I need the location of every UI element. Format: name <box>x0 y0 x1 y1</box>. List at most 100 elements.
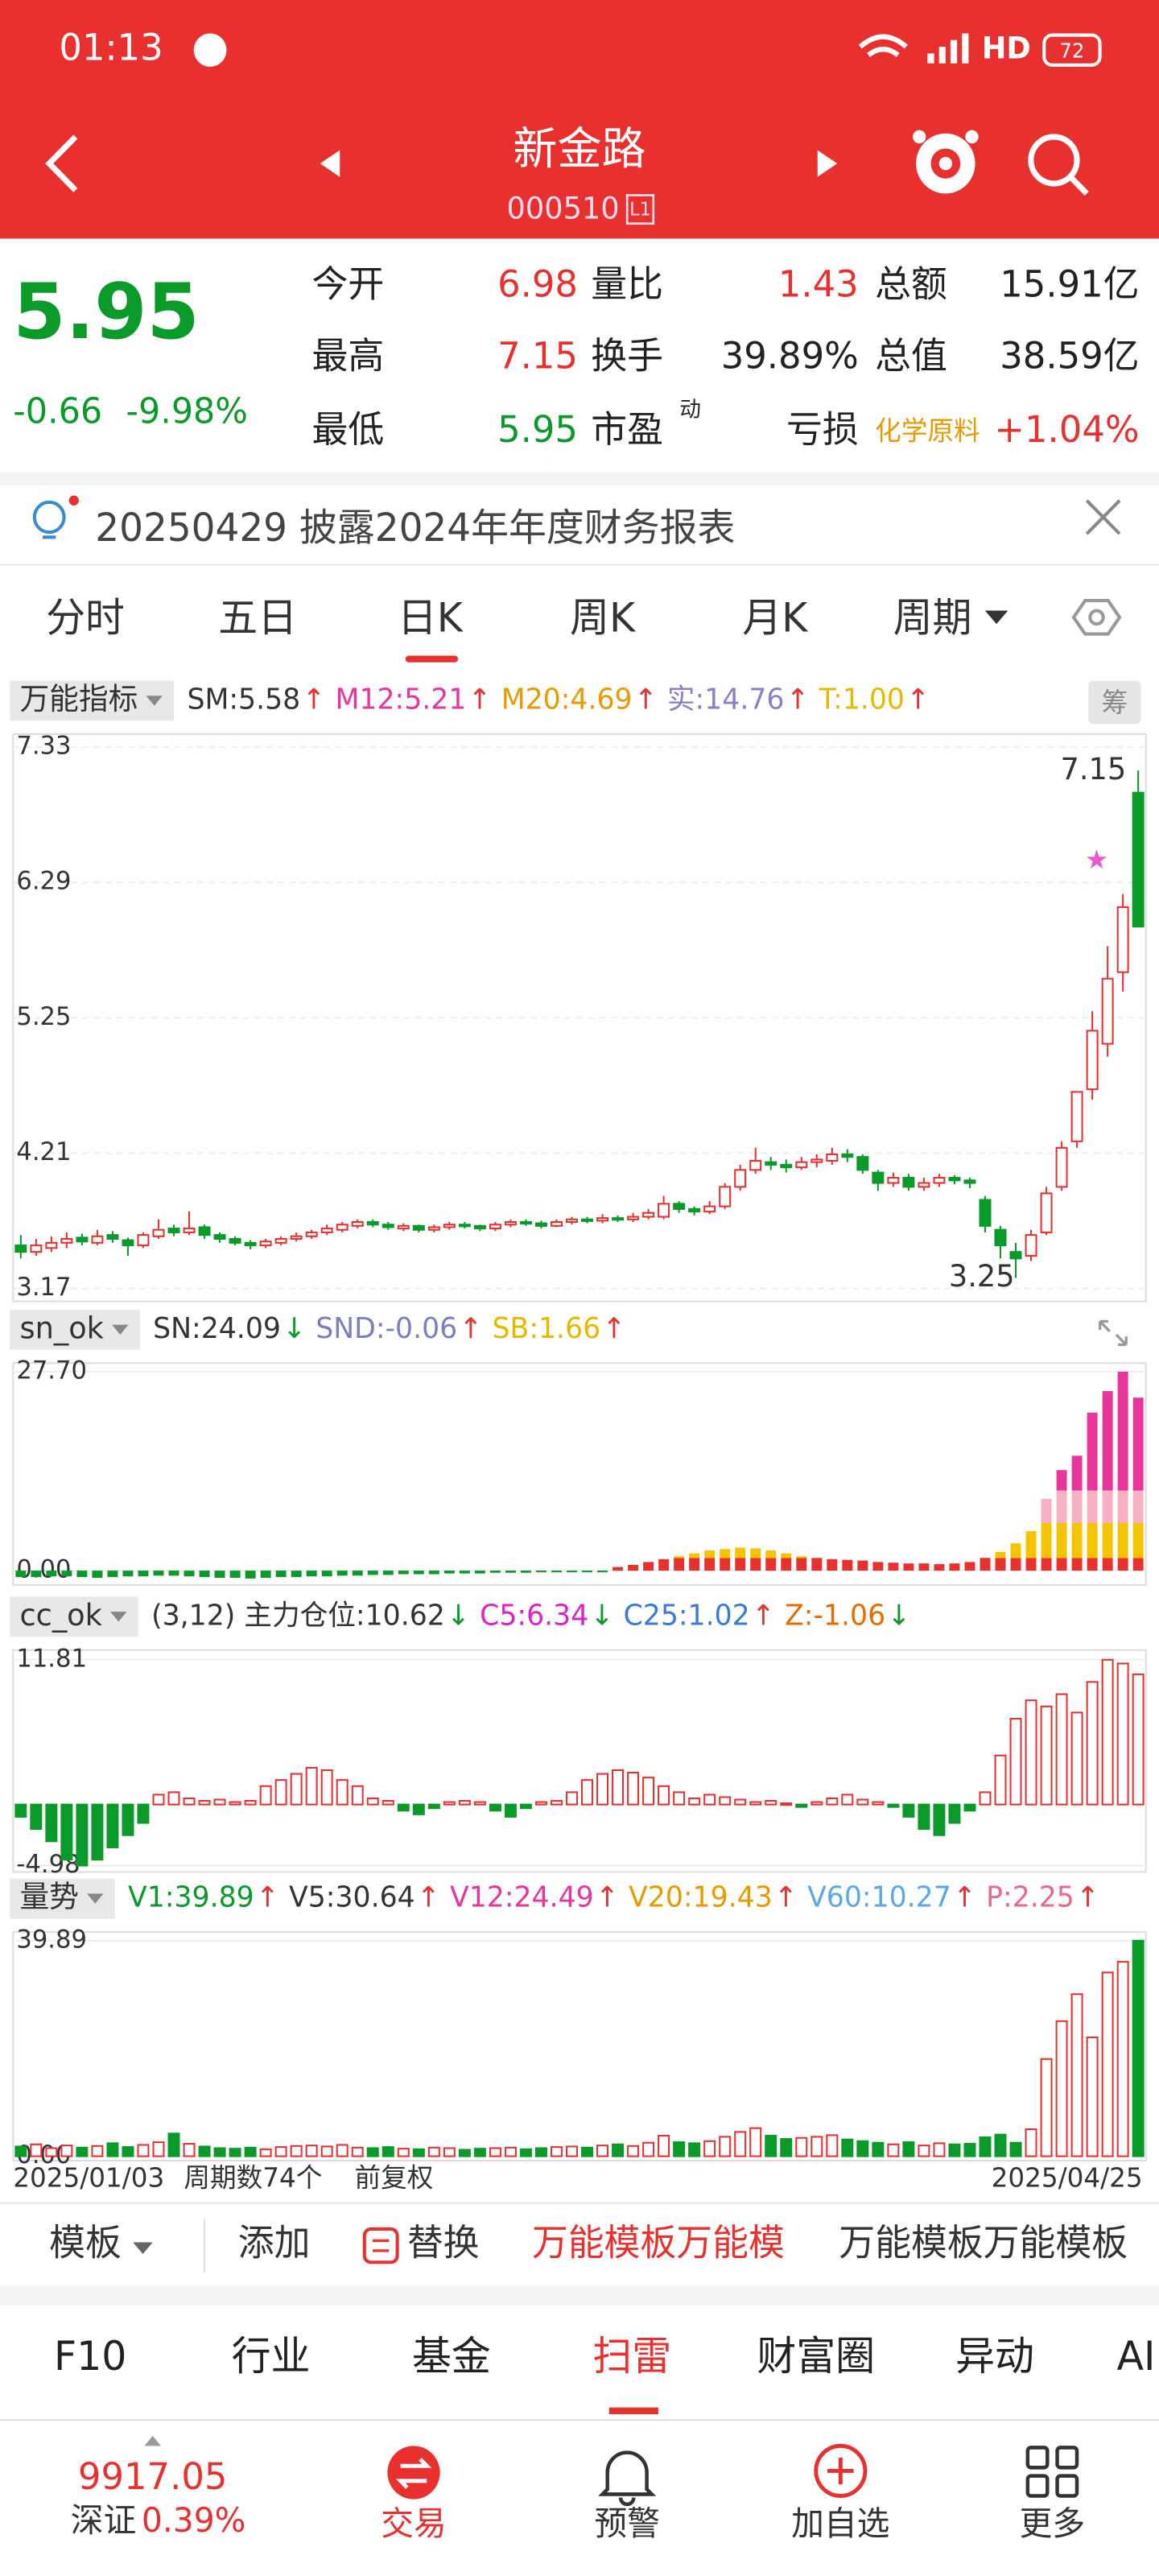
settings-button[interactable] <box>1088 609 1105 626</box>
chip-button[interactable] <box>1088 680 1141 724</box>
candle-body <box>244 1241 257 1247</box>
indicator-name[interactable]: sn_ok <box>19 1311 104 1345</box>
candle-body <box>1055 1146 1068 1188</box>
tab[interactable]: 五日 <box>218 594 297 641</box>
bar <box>810 2136 823 2157</box>
bar <box>658 1785 670 1806</box>
bar <box>918 1803 930 1831</box>
candle-body <box>30 1245 43 1253</box>
legend-value: SM:5.58 <box>187 683 300 716</box>
bar <box>244 1800 257 1806</box>
index-pct[interactable]: 0.39% <box>142 2500 246 2539</box>
bar <box>122 1803 134 1836</box>
legend-value: SND:-0.06 <box>316 1313 457 1345</box>
legend-arrow: ↑ <box>774 1881 798 1913</box>
bar <box>459 1571 470 1574</box>
index-name[interactable]: 深证 <box>71 2500 137 2539</box>
candle-body <box>826 1153 839 1162</box>
indicator-name[interactable]: 万能指标 <box>19 682 138 716</box>
nav-tab[interactable]: 异动 <box>955 2333 1034 2380</box>
nav-watch[interactable]: 加自选 <box>791 2504 889 2543</box>
legend-arrow: ↑ <box>417 1881 440 1913</box>
legend-arrow: ↑ <box>256 1881 279 1913</box>
period-count: 周期数74个 <box>184 2161 322 2193</box>
more-icon[interactable] <box>1025 2446 1079 2498</box>
tab[interactable]: 周K <box>570 594 637 641</box>
bar <box>534 1801 547 1806</box>
bar <box>994 1754 1007 1806</box>
field-value: 1.43 <box>778 262 859 305</box>
nav-tab[interactable]: 基金 <box>412 2333 491 2380</box>
candle-body <box>534 1222 547 1227</box>
bar <box>735 1547 746 1571</box>
tab[interactable]: 日K <box>398 594 464 641</box>
toolbar-item[interactable]: 万能模板万能模 <box>532 2221 785 2264</box>
y-tick-label: 7.33 <box>16 731 71 760</box>
settings-button[interactable] <box>1071 599 1122 636</box>
bar <box>980 1558 991 1571</box>
bar <box>749 2127 762 2157</box>
notice-close[interactable] <box>1085 499 1121 535</box>
legend-value: (3,12) 主力仓位:10.62 <box>151 1600 445 1632</box>
indicator-name[interactable]: 量势 <box>19 1880 78 1914</box>
bar <box>551 1571 562 1573</box>
bar <box>1117 1371 1128 1571</box>
bell-icon[interactable] <box>598 2450 657 2507</box>
legend-value: V20:19.43 <box>629 1881 773 1913</box>
legend-arrow: ↑ <box>953 1881 976 1913</box>
trade-icon[interactable] <box>387 2446 440 2500</box>
bar <box>443 1801 456 1806</box>
toolbar-item[interactable]: 模板 <box>49 2221 122 2264</box>
notice-text[interactable]: 20250429 披露2024年年度财务报表 <box>95 506 735 551</box>
next-stock[interactable] <box>817 150 838 177</box>
legend-value: P:2.25 <box>986 1881 1074 1913</box>
indicator-name[interactable]: cc_ok <box>19 1598 102 1633</box>
nav-tab[interactable]: 行业 <box>232 2333 311 2380</box>
expand-button[interactable] <box>1098 1319 1128 1347</box>
back-button[interactable] <box>45 134 78 192</box>
bar <box>152 1794 165 1806</box>
tab[interactable]: 周期 <box>893 594 972 641</box>
field-value: 5.95 <box>497 408 578 451</box>
bar <box>550 1800 563 1806</box>
tab[interactable]: 分时 <box>46 594 125 641</box>
chip-icon[interactable]: 筹 <box>1102 687 1128 718</box>
period-dropdown[interactable] <box>984 610 1008 625</box>
bar <box>352 1571 363 1576</box>
nav-tab[interactable]: 扫雷 <box>592 2333 671 2380</box>
toolbar-item[interactable]: 万能模板万能模板 <box>839 2221 1128 2264</box>
mascot-button[interactable] <box>913 130 979 194</box>
nav-trade[interactable]: 交易 <box>381 2504 447 2543</box>
index-value[interactable]: 9917.05 <box>78 2455 227 2498</box>
candle-body <box>122 1239 134 1247</box>
bar <box>290 2145 303 2157</box>
search-button[interactable] <box>1028 134 1089 196</box>
candle-body <box>627 1216 640 1220</box>
adjust-mode: 前复权 <box>355 2161 434 2193</box>
prev-stock[interactable] <box>320 150 340 177</box>
nav-alert[interactable]: 预警 <box>594 2504 660 2543</box>
bar <box>107 1571 118 1578</box>
nav-tab[interactable]: 财富圈 <box>757 2333 875 2380</box>
bar <box>979 1791 992 1806</box>
toolbar-item[interactable]: 替换 <box>407 2221 480 2264</box>
toolbar-item[interactable]: 添加 <box>238 2221 311 2264</box>
bar <box>887 2143 900 2157</box>
candle-body <box>198 1226 211 1236</box>
nav-tab[interactable]: F10 <box>54 2333 126 2380</box>
bar <box>596 2145 609 2157</box>
bar <box>413 1571 424 1575</box>
status-time: 01:13 <box>59 26 163 68</box>
tab[interactable]: 月K <box>742 594 809 641</box>
legend-value: V60:10.27 <box>807 1881 951 1913</box>
nav-more[interactable]: 更多 <box>1020 2504 1086 2543</box>
bar <box>1132 1397 1144 1571</box>
bar <box>566 1791 578 1806</box>
nav-tab[interactable]: AI <box>1116 2333 1155 2380</box>
bar <box>534 2147 547 2157</box>
add-icon[interactable] <box>814 2443 868 2499</box>
candle-body <box>519 1220 532 1225</box>
bar <box>902 1803 915 1818</box>
y-tick-label: 4.21 <box>16 1137 71 1166</box>
legend-arrow: ↑ <box>634 683 658 716</box>
